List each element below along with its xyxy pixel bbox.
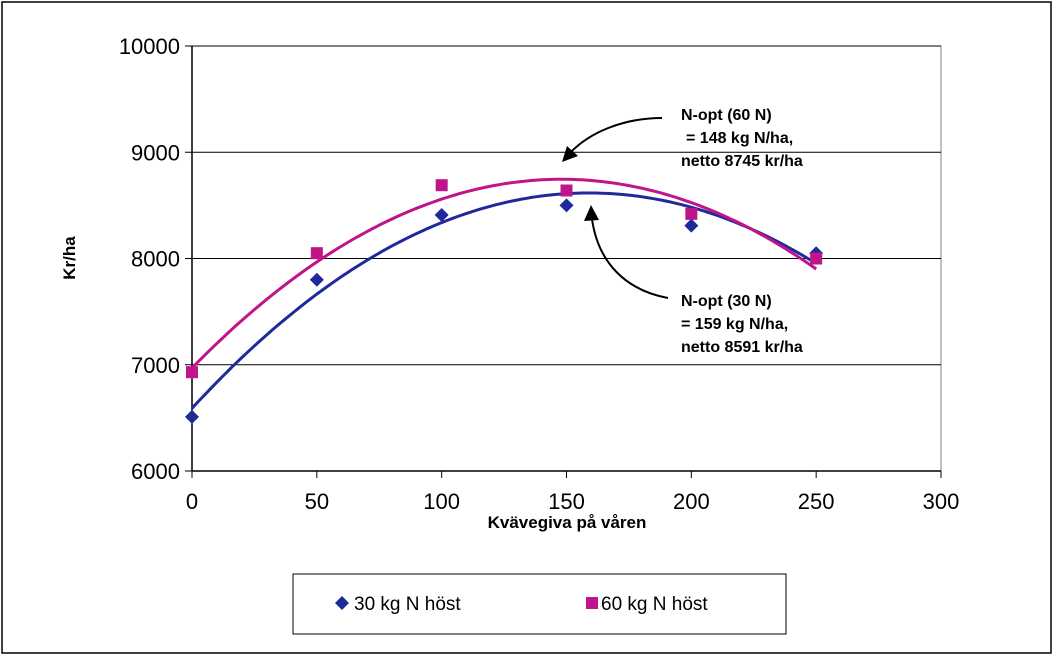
data-point-series-2 bbox=[810, 252, 823, 265]
annotation-30n-line-3: netto 8591 kr/ha bbox=[681, 339, 803, 356]
data-point-series-1 bbox=[684, 218, 699, 233]
data-point-series-1 bbox=[559, 198, 574, 213]
y-tick-labels: 6000 7000 8000 9000 10000 bbox=[119, 34, 180, 484]
annotation-60n-arrow bbox=[569, 117, 663, 154]
x-tick-label: 250 bbox=[798, 489, 835, 514]
data-point-series-2 bbox=[560, 184, 573, 197]
annotation-60n-line-1: N-opt (60 N) bbox=[681, 107, 772, 124]
data-point-series-1 bbox=[434, 207, 449, 222]
data-point-series-2 bbox=[186, 366, 198, 379]
y-axis-title: Kr/ha bbox=[60, 236, 79, 280]
x-tick-label: 200 bbox=[673, 489, 710, 514]
y-tick-label: 6000 bbox=[131, 459, 180, 484]
legend-marker-60n bbox=[586, 597, 598, 609]
data-point-series-1 bbox=[185, 409, 199, 424]
data-point-series-2 bbox=[685, 207, 698, 220]
x-tick-label: 100 bbox=[423, 489, 460, 514]
x-tick-label: 300 bbox=[923, 489, 960, 514]
axes bbox=[185, 45, 942, 478]
legend-box bbox=[292, 573, 787, 635]
annotation-30n-line-1: N-opt (30 N) bbox=[681, 293, 772, 310]
annotation-30n-arrow bbox=[591, 218, 669, 299]
y-tick-label: 10000 bbox=[119, 34, 180, 59]
annotation-30n-line-2: = 159 kg N/ha, bbox=[681, 316, 788, 333]
annotation-30n-arrowhead bbox=[584, 205, 599, 221]
trendlines bbox=[190, 177, 818, 410]
legend-label-30n: 30 kg N höst bbox=[354, 594, 461, 615]
legend-label-60n: 60 kg N höst bbox=[601, 594, 708, 615]
y-tick-label: 9000 bbox=[131, 140, 180, 165]
data-points bbox=[185, 179, 824, 424]
trendline-series-2 bbox=[190, 177, 818, 369]
data-point-series-2 bbox=[310, 247, 323, 260]
x-tick-label: 150 bbox=[548, 489, 585, 514]
annotation-60n: N-opt (60 N) = 148 kg N/ha, netto 8745 k… bbox=[562, 107, 803, 170]
annotation-60n-line-3: netto 8745 kr/ha bbox=[681, 153, 803, 170]
data-point-series-1 bbox=[309, 272, 324, 287]
legend: 30 kg N höst 60 kg N höst bbox=[292, 573, 787, 635]
y-tick-label: 8000 bbox=[131, 247, 180, 272]
x-tick-labels: 0 50 100 150 200 250 300 bbox=[186, 489, 959, 514]
annotation-60n-arrowhead bbox=[562, 146, 578, 162]
annotation-30n: N-opt (30 N) = 159 kg N/ha, netto 8591 k… bbox=[584, 205, 803, 356]
legend-marker-30n bbox=[335, 596, 349, 610]
x-tick-label: 0 bbox=[186, 489, 198, 514]
data-point-series-2 bbox=[435, 179, 448, 192]
annotation-60n-line-2: = 148 kg N/ha, bbox=[686, 130, 793, 147]
x-axis-title: Kvävegiva på våren bbox=[488, 513, 647, 532]
trendline-series-1 bbox=[190, 191, 817, 410]
y-tick-label: 7000 bbox=[131, 353, 180, 378]
x-tick-label: 50 bbox=[305, 489, 329, 514]
